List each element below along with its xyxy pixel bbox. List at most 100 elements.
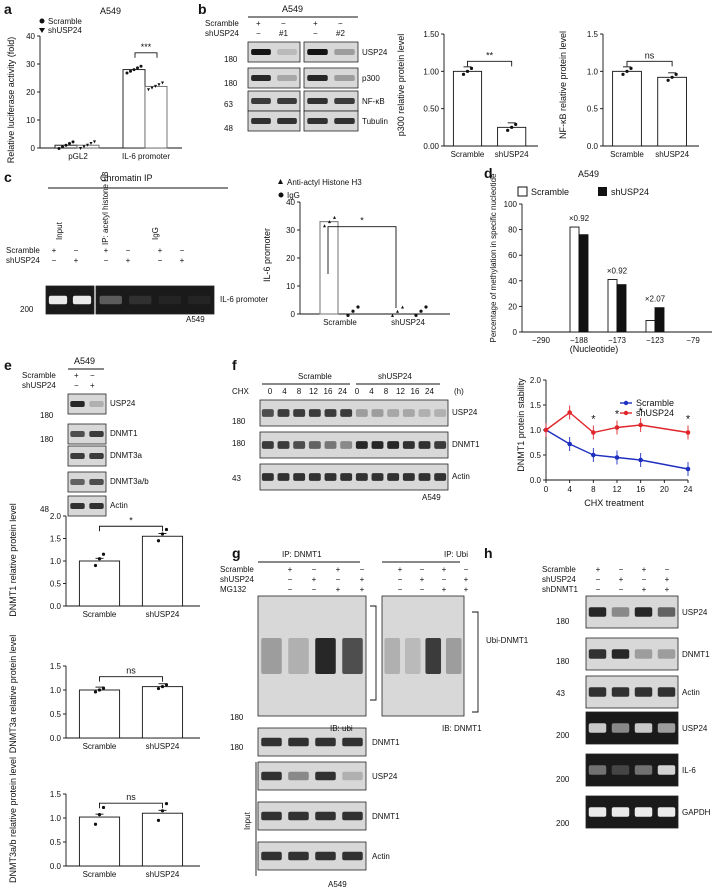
f-1-band	[324, 441, 337, 449]
f-unit: (h)	[454, 387, 464, 396]
chart-f-xtick-label: 12	[613, 485, 622, 494]
b-sign-3: +	[313, 19, 318, 28]
chart-a-point	[64, 143, 68, 147]
g-sign-right: +	[442, 565, 447, 574]
chart-e3-sig-label: ns	[126, 792, 136, 802]
b-3-band	[277, 118, 297, 124]
panel-c-title: Chromatin IP	[100, 173, 153, 183]
g-in-2-band	[315, 811, 336, 821]
c-cell: A549	[186, 315, 205, 324]
chart-e3-point	[101, 805, 106, 810]
e-band-label-0: USP24	[110, 399, 136, 408]
chart-a-point	[147, 88, 150, 92]
g-in-1-band	[288, 771, 309, 781]
f-0-band	[340, 409, 353, 417]
chart-d-xtick-label: −123	[646, 336, 665, 345]
chart-b1-bar-1	[497, 126, 527, 147]
legend-d-scramble-swatch	[517, 186, 528, 197]
chart-f-legend-label: shUSP24	[636, 408, 674, 418]
g-sign-right: +	[464, 585, 469, 594]
chart-d-ytick-label: 0	[513, 328, 518, 337]
blot-h: USP24 DNMT1 Actin USP24 IL-6 GAPDH 180 180 43 200…	[556, 595, 711, 829]
blot-f: USP24 DNMT1 Actin 180 180 43	[232, 399, 480, 491]
c-sign: +	[52, 246, 57, 255]
c-sign: +	[74, 256, 79, 265]
f-time: 16	[324, 387, 333, 396]
chart-b2-ytick-label: 1.0	[587, 67, 599, 76]
g-in-0-band	[288, 737, 309, 747]
blot-b: USP24 p300 NF-κB Tubulin 180 180 63 48	[224, 41, 388, 133]
chart-d-annotation: ×0.92	[569, 214, 590, 223]
e-1-band	[89, 431, 104, 437]
chart-e-dnmt3ab: 0.0 0.5 1.0 1.5 Scramble shUSP24 ns	[50, 790, 200, 879]
h-1-band	[611, 649, 630, 659]
chart-e1-point	[93, 563, 98, 568]
chart-e3-sig-bracket	[99, 802, 163, 809]
chart-e1-point	[164, 527, 169, 532]
h-0-band	[634, 607, 653, 617]
chart-f-xtick-label: 16	[636, 485, 645, 494]
e-band-label-1: DNMT1	[110, 429, 138, 438]
chart-f-point	[591, 452, 596, 458]
h-sign: +	[642, 565, 647, 574]
chart-f-star: *	[686, 414, 691, 426]
g-sign-left: −	[288, 585, 293, 594]
panel-label-d: d	[484, 165, 493, 181]
e-row-scramble: Scramble	[22, 371, 56, 380]
chart-f-ytick-label: 2.0	[530, 376, 542, 385]
chart-a-sig-label: ***	[141, 42, 152, 52]
f-band-label-1: DNMT1	[452, 440, 480, 449]
h-2-band	[657, 687, 676, 697]
g-in-3-band	[261, 851, 282, 861]
chart-b1-ytick-label: 1.50	[423, 30, 439, 39]
chart-e2-bar-1	[141, 686, 184, 739]
chart-c: 0 10 20 30 40 Scramble shUSP24 *	[286, 198, 450, 327]
chart-e3-ytick-label: 1.5	[50, 790, 62, 799]
h-band-label-0: USP24	[682, 608, 708, 617]
g-ubi2-band	[425, 638, 442, 674]
c-sign: +	[126, 256, 131, 265]
chart-c-ytick-label: 20	[286, 254, 295, 263]
f-0-band	[261, 409, 274, 417]
f-0-band	[418, 409, 431, 417]
f-2-band	[340, 473, 353, 481]
b-0-strip	[247, 41, 301, 63]
chart-d-xtick-label: −173	[608, 336, 627, 345]
panel-d-title: A549	[578, 169, 599, 179]
g-sign-left: −	[288, 575, 293, 584]
chart-a-point	[89, 142, 93, 146]
h-5-band	[611, 807, 630, 817]
chart-f-ytick-label: 1.5	[530, 401, 542, 410]
chart-f-point	[685, 466, 691, 472]
chart-b2-ytick-label: 1.5	[587, 30, 599, 39]
chart-e3-point	[97, 813, 102, 817]
b-sign-4: −	[338, 19, 343, 28]
g-ubi-band	[315, 638, 336, 674]
chart-a-point	[68, 142, 71, 146]
chart-c-point	[414, 313, 418, 317]
f-2-band	[434, 473, 447, 481]
g-sign-left: +	[360, 585, 365, 594]
chart-f-point	[543, 427, 549, 433]
chart-b2-point	[670, 75, 674, 79]
g-sign-left: −	[360, 565, 365, 574]
chart-a-bar	[144, 85, 168, 149]
g-ubi2-strip	[381, 595, 465, 717]
c-gel-band	[129, 295, 152, 305]
chart-b1-point	[461, 72, 466, 76]
c-legend-igg: IgG	[287, 191, 300, 200]
h-2-band	[588, 687, 607, 697]
chart-b-p300: 0.00 0.50 1.00 1.50 Scramble shUSP24 **	[423, 30, 538, 159]
chart-b-nfkb: 0.0 0.5 1.0 1.5 Scramble shUSP24 ns	[587, 30, 699, 159]
g-sign-left: −	[336, 575, 341, 584]
g-sign-right: +	[420, 575, 425, 584]
chart-e3-point	[156, 818, 161, 823]
panel-label-a: a	[4, 1, 12, 17]
e-band-label-3: DNMT3a/b	[110, 477, 149, 486]
b-mw-2: 63	[224, 100, 233, 109]
h-sign: −	[619, 585, 624, 594]
panel-label-c: c	[4, 169, 12, 185]
chart-c-sig-label: *	[360, 216, 364, 226]
chart-d: 0 20 40 60 80 100 −290 −188 ×0.92 −173 ×0.92 −123 ×2…	[504, 200, 712, 345]
